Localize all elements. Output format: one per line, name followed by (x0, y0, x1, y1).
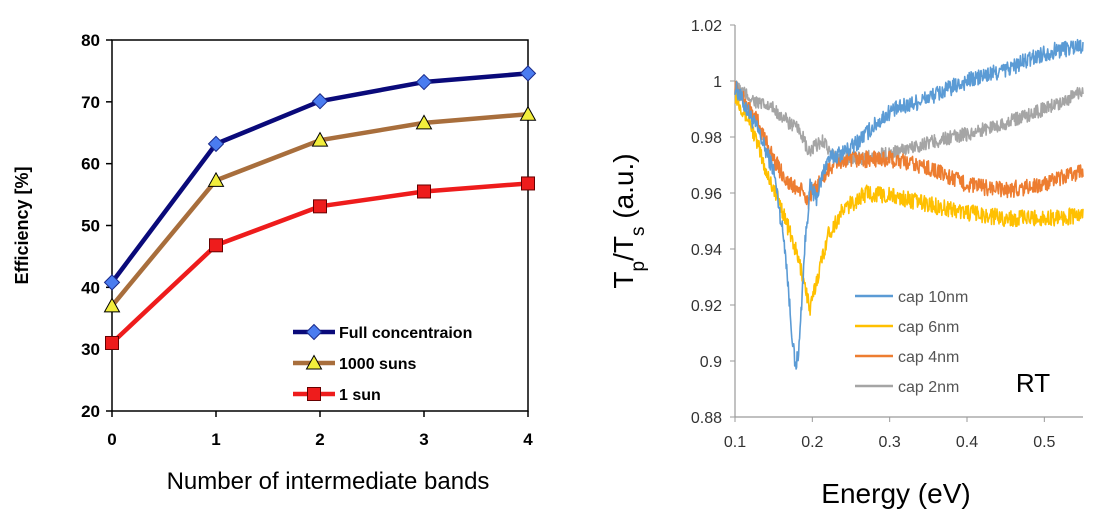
legend-label: Full concentraion (339, 325, 472, 342)
legend-label: cap 10nm (898, 289, 968, 306)
legend: cap 10nm cap 6nm cap 4nm cap 2nm (855, 289, 968, 396)
efficiency-chart: 20 30 40 50 60 70 80 0 1 2 3 4 Number of intermediat… (12, 31, 537, 495)
data-point (311, 93, 329, 110)
data-point (207, 135, 225, 153)
y-tick-label: 30 (81, 340, 100, 359)
y-tick-label: 70 (81, 93, 100, 112)
data-point (417, 184, 431, 199)
y-axis-label-part: T (608, 272, 639, 289)
y-tick-label: 40 (81, 278, 100, 297)
data-point (519, 105, 537, 121)
x-tick-label: 0.2 (801, 434, 823, 451)
annotation-label: RT (1016, 368, 1050, 398)
series-line-0 (734, 38, 1084, 370)
y-tick-label: 50 (81, 217, 100, 236)
y-tick-label: 0.96 (691, 186, 722, 203)
series-line-2 (734, 80, 1084, 210)
y-tick-label: 0.92 (691, 298, 722, 315)
data-point (207, 171, 225, 187)
x-axis-label: Number of intermediate bands (167, 468, 490, 495)
data-point (209, 238, 223, 253)
legend-swatch-marker (305, 354, 323, 370)
y-axis-label-part: (a.u.) (608, 153, 639, 226)
data-point (105, 335, 119, 350)
x-axis-label: Energy (eV) (821, 478, 970, 509)
x-tick-label: 1 (211, 430, 220, 449)
data-point (519, 65, 537, 82)
series-1 (103, 105, 537, 313)
legend-label: 1000 suns (339, 356, 416, 373)
y-axis-label: Tp/Ts (a.u.) (608, 153, 649, 288)
y-axis-label: Efficiency [%] (12, 166, 32, 284)
series-line-3 (734, 81, 1084, 166)
y-tick-label: 1 (713, 74, 722, 91)
series-line-1 (734, 92, 1084, 316)
x-tick-label: 4 (523, 430, 533, 449)
y-tick-label: 60 (81, 155, 100, 174)
y-tick-label: 0.88 (691, 410, 722, 427)
x-tick-label: 2 (315, 430, 324, 449)
y-tick-label: 1.02 (691, 18, 722, 35)
legend: Full concentraion 1000 suns 1 sun (293, 323, 472, 404)
y-axis-label-part: s (628, 227, 649, 237)
legend-label: cap 6nm (898, 319, 959, 336)
x-tick-label: 0.3 (879, 434, 901, 451)
y-tick-label: 0.98 (691, 130, 722, 147)
legend-label: cap 2nm (898, 379, 959, 396)
series-0 (103, 65, 537, 291)
data-point (415, 73, 433, 91)
y-axis-label-part: /T (608, 236, 639, 261)
x-tick-label: 0.5 (1033, 434, 1055, 451)
data-point (415, 114, 433, 130)
y-tick-label: 0.94 (691, 242, 722, 259)
y-tick-label: 80 (81, 31, 100, 50)
x-tick-label: 0.4 (956, 434, 978, 451)
x-tick-label: 0.1 (724, 434, 746, 451)
data-point (103, 274, 121, 291)
legend-swatch-marker (307, 387, 321, 401)
y-axis-label-part: p (628, 261, 649, 272)
data-point (103, 297, 121, 313)
x-tick-label: 0 (107, 430, 116, 449)
data-point (311, 131, 329, 147)
y-tick-label: 0.9 (700, 354, 722, 371)
legend-label: 1 sun (339, 387, 381, 404)
series-2 (105, 176, 535, 350)
legend-swatch-marker (305, 323, 323, 341)
x-tick-label: 3 (419, 430, 428, 449)
y-tick-label: 20 (81, 402, 100, 421)
legend-label: cap 4nm (898, 349, 959, 366)
transmittance-chart: 0.88 0.9 0.92 0.94 0.96 0.98 1 1.02 0.1 0.2 0.3 0.4… (608, 18, 1084, 509)
data-point (521, 176, 535, 191)
data-point (313, 199, 327, 214)
